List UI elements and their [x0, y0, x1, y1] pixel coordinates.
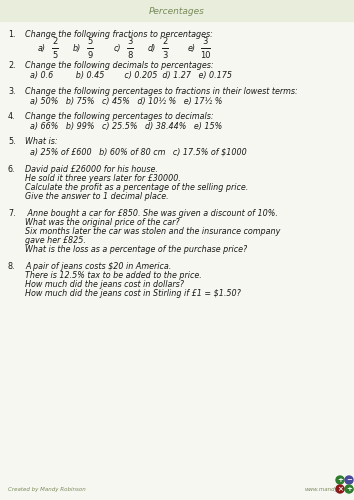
Text: 10: 10 — [200, 50, 210, 59]
Text: a): a) — [38, 44, 46, 52]
Text: a) 50%   b) 75%   c) 45%   d) 10½ %   e) 17½ %: a) 50% b) 75% c) 45% d) 10½ % e) 17½ % — [30, 97, 222, 106]
Text: Give the answer to 1 decimal place.: Give the answer to 1 decimal place. — [25, 192, 169, 201]
Text: ×: × — [337, 486, 343, 492]
Text: 5: 5 — [87, 36, 93, 46]
Text: How much did the jeans cost in Stirling if £1 = $1.50?: How much did the jeans cost in Stirling … — [25, 289, 241, 298]
Text: 1.: 1. — [8, 30, 16, 39]
Text: e): e) — [188, 44, 196, 52]
Circle shape — [345, 485, 353, 493]
Text: +: + — [346, 486, 352, 492]
Text: What is the loss as a percentage of the purchase price?: What is the loss as a percentage of the … — [25, 245, 247, 254]
Text: 3: 3 — [162, 50, 168, 59]
Text: −: − — [346, 477, 352, 483]
Text: A pair of jeans costs $20 in America.: A pair of jeans costs $20 in America. — [25, 262, 171, 271]
Text: He sold it three years later for £30000.: He sold it three years later for £30000. — [25, 174, 181, 183]
Text: +: + — [337, 477, 343, 483]
Text: Calculate the profit as a percentage of the selling price.: Calculate the profit as a percentage of … — [25, 183, 248, 192]
Text: 2: 2 — [162, 36, 168, 46]
Text: What is:: What is: — [25, 137, 58, 146]
Text: www.mandymaths.co.uk: www.mandymaths.co.uk — [305, 487, 354, 492]
Text: gave her £825.: gave her £825. — [25, 236, 86, 245]
Text: Change the following decimals to percentages:: Change the following decimals to percent… — [25, 61, 213, 70]
Text: a) 25% of £600   b) 60% of 80 cm   c) 17.5% of $1000: a) 25% of £600 b) 60% of 80 cm c) 17.5% … — [30, 147, 247, 156]
Text: 3: 3 — [127, 36, 133, 46]
Text: Percentages: Percentages — [149, 6, 205, 16]
Text: 8: 8 — [127, 50, 133, 59]
Text: How much did the jeans cost in dollars?: How much did the jeans cost in dollars? — [25, 280, 184, 289]
Text: c): c) — [114, 44, 121, 52]
Text: 4.: 4. — [8, 112, 16, 121]
Bar — [0, 0, 354, 22]
Text: 3: 3 — [202, 36, 208, 46]
Text: Anne bought a car for £850. She was given a discount of 10%.: Anne bought a car for £850. She was give… — [25, 209, 278, 218]
Text: 6.: 6. — [8, 165, 16, 174]
Circle shape — [336, 476, 344, 484]
Text: d): d) — [148, 44, 156, 52]
Text: What was the original price of the car?: What was the original price of the car? — [25, 218, 179, 227]
Text: Change the following percentages to fractions in their lowest terms:: Change the following percentages to frac… — [25, 87, 298, 96]
Text: 8.: 8. — [8, 262, 16, 271]
Text: 5.: 5. — [8, 137, 16, 146]
Text: 2: 2 — [52, 36, 58, 46]
Circle shape — [345, 476, 353, 484]
Text: 7.: 7. — [8, 209, 16, 218]
Text: Change the following percentages to decimals:: Change the following percentages to deci… — [25, 112, 213, 121]
Text: There is 12.5% tax to be added to the price.: There is 12.5% tax to be added to the pr… — [25, 271, 202, 280]
Text: 5: 5 — [52, 50, 58, 59]
Text: 3.: 3. — [8, 87, 16, 96]
Text: a) 0.6         b) 0.45        c) 0.205  d) 1.27   e) 0.175: a) 0.6 b) 0.45 c) 0.205 d) 1.27 e) 0.175 — [30, 71, 232, 80]
Circle shape — [336, 485, 344, 493]
Text: 9: 9 — [87, 50, 93, 59]
Text: Created by Mandy Robinson: Created by Mandy Robinson — [8, 487, 86, 492]
Text: Six months later the car was stolen and the insurance company: Six months later the car was stolen and … — [25, 227, 280, 236]
Text: b): b) — [73, 44, 81, 52]
Text: a) 66%   b) 99%   c) 25.5%   d) 38.44%   e) 15%: a) 66% b) 99% c) 25.5% d) 38.44% e) 15% — [30, 122, 222, 131]
Text: Change the following fractions to percentages:: Change the following fractions to percen… — [25, 30, 213, 39]
Text: 2.: 2. — [8, 61, 16, 70]
Text: David paid £26000 for his house.: David paid £26000 for his house. — [25, 165, 158, 174]
